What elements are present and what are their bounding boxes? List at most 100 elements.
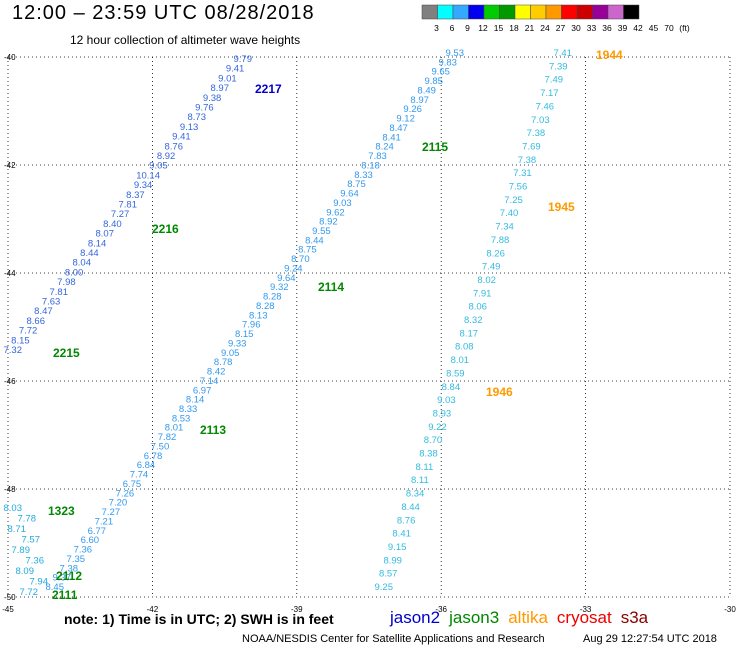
wave-height-value: 8.44 (80, 248, 99, 259)
wave-height-value: 8.28 (256, 301, 275, 312)
wave-height-value: 6.78 (144, 451, 163, 462)
map-title: 12:00 – 23:59 UTC 08/28/2018 (12, 2, 315, 24)
wave-height-value: 8.18 (361, 160, 380, 171)
wave-height-value: 7.98 (57, 277, 76, 288)
wave-height-value: 8.47 (389, 123, 408, 134)
wave-height-value: 7.69 (522, 141, 541, 152)
wave-height-value: 8.92 (157, 151, 176, 162)
wave-height-value: 8.47 (34, 306, 53, 317)
colorbar-swatch (437, 4, 454, 20)
wave-height-value: 8.42 (207, 367, 226, 378)
wave-height-value: 9.33 (228, 338, 247, 349)
wave-height-value: 9.15 (388, 542, 407, 553)
colorbar-swatch (607, 4, 624, 20)
wave-height-value: 9.53 (446, 48, 465, 59)
wave-height-value: 9.55 (312, 226, 331, 237)
wave-height-value: 9.64 (277, 273, 296, 284)
track-label: 1944 (596, 48, 623, 62)
legend-altika: altika (508, 608, 548, 627)
longitude-tick-label: -30 (724, 605, 736, 614)
wave-height-value: 8.33 (179, 404, 198, 415)
generated-timestamp: Aug 29 12:27:54 UTC 2018 (583, 633, 717, 645)
wave-height-value: 8.99 (383, 555, 402, 566)
wave-height-value: 7.38 (518, 155, 537, 166)
wave-height-value: 7.49 (482, 262, 501, 273)
wave-height-value: 9.12 (396, 114, 415, 125)
wave-height-value: 7.83 (368, 151, 387, 162)
wave-height-value: 9.22 (428, 422, 447, 433)
wave-height-value: 7.49 (545, 75, 564, 86)
longitude-tick-label: -33 (580, 605, 592, 614)
wave-height-value: 7.31 (513, 168, 532, 179)
wave-height-value: 8.14 (186, 395, 205, 406)
latitude-tick-label: -42 (4, 161, 16, 170)
wave-height-value: 9.64 (340, 189, 359, 200)
wave-height-value: 7.50 (151, 441, 170, 452)
colorbar-label: 30 (571, 23, 581, 33)
wave-height-value: 9.34 (134, 180, 153, 191)
colorbar-label: 42 (633, 23, 643, 33)
wave-height-value: 8.75 (347, 179, 366, 190)
track-label: 1945 (548, 200, 575, 214)
axis-tick-labels: -40 -42 -44 -46 -48 -50 -45 -42 -39 -36 -33 -30 (2, 53, 736, 614)
wave-height-value: 8.15 (11, 335, 30, 346)
track-label: 2216 (152, 222, 179, 236)
map-grid (7, 56, 731, 598)
wave-height-value: 8.76 (397, 515, 416, 526)
wave-height-value: 8.41 (382, 132, 401, 143)
wave-height-value: 8.04 (73, 258, 92, 269)
wave-height-value: 8.15 (235, 329, 254, 340)
wave-height-value: 9.62 (326, 207, 345, 218)
wave-height-value: 7.78 (18, 514, 37, 525)
wave-height-value: 6.75 (123, 479, 142, 490)
latitude-tick-label: -40 (4, 53, 16, 62)
latitude-tick-label: -48 (4, 485, 16, 494)
colorbar-swatch (545, 4, 562, 20)
wave-height-value: 8.08 (455, 342, 474, 353)
wave-height-value: 8.03 (4, 503, 23, 514)
wave-height-value: 8.97 (211, 83, 230, 94)
colorbar-label: 24 (540, 23, 550, 33)
wave-height-value: 9.13 (180, 122, 199, 133)
wave-height-value: 8.45 (46, 582, 65, 593)
wave-height-value: 7.32 (4, 345, 23, 356)
legend-jason2: jason2 (390, 608, 441, 627)
wave-height-value: 9.85 (424, 76, 443, 87)
colorbar-label: 36 (602, 23, 612, 33)
wave-height-value: 8.11 (415, 462, 433, 473)
altimeter-tracks: 9.799.419.018.979.389.768.739.139.418.76… (4, 48, 624, 602)
wave-height-value: 7.17 (540, 88, 559, 99)
track-label: 2113 (200, 423, 226, 437)
wave-height-value: 7.27 (102, 507, 121, 518)
wave-height-value: 8.66 (27, 316, 46, 327)
colorbar-label: 15 (494, 23, 504, 33)
track-label: 1946 (486, 385, 513, 399)
wave-height-value: 7.89 (12, 545, 31, 556)
track-label: 2215 (53, 346, 80, 360)
colorbar-swatch (576, 4, 593, 20)
wave-height-value: 8.09 (16, 566, 35, 577)
wave-height-value: 8.75 (298, 245, 317, 256)
colorbar-swatch (421, 4, 438, 20)
wave-height-value: 7.63 (42, 297, 61, 308)
wave-height-value: 7.72 (20, 587, 39, 598)
wave-height-value: 8.73 (188, 112, 207, 123)
wave-height-value: 7.41 (554, 48, 573, 59)
wave-height-value: 8.53 (172, 413, 191, 424)
wave-height-value: 9.05 (149, 161, 168, 172)
wave-height-value: 8.26 (486, 248, 505, 259)
units-note: note: 1) Time is in UTC; 2) SWH is in fe… (64, 611, 334, 627)
wave-height-value: 8.44 (305, 235, 324, 246)
wave-height-value: 8.01 (451, 355, 470, 366)
wave-height-value: 8.34 (406, 489, 425, 500)
wave-height-value: 9.03 (437, 395, 456, 406)
wave-height-value: 7.91 (473, 288, 492, 299)
wave-height-value: 7.72 (19, 326, 38, 337)
track-label: 2114 (318, 280, 344, 294)
wave-height-value: 8.84 (442, 382, 461, 393)
wave-height-value: 8.33 (354, 170, 373, 181)
wave-height-value: 7.20 (109, 498, 128, 509)
wave-height-value: 9.38 (203, 93, 222, 104)
wave-height-value: 7.26 (116, 488, 135, 499)
